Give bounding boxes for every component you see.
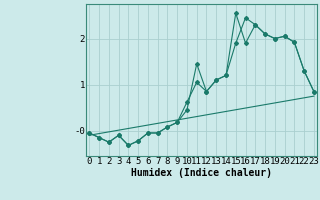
X-axis label: Humidex (Indice chaleur): Humidex (Indice chaleur) — [131, 168, 272, 178]
